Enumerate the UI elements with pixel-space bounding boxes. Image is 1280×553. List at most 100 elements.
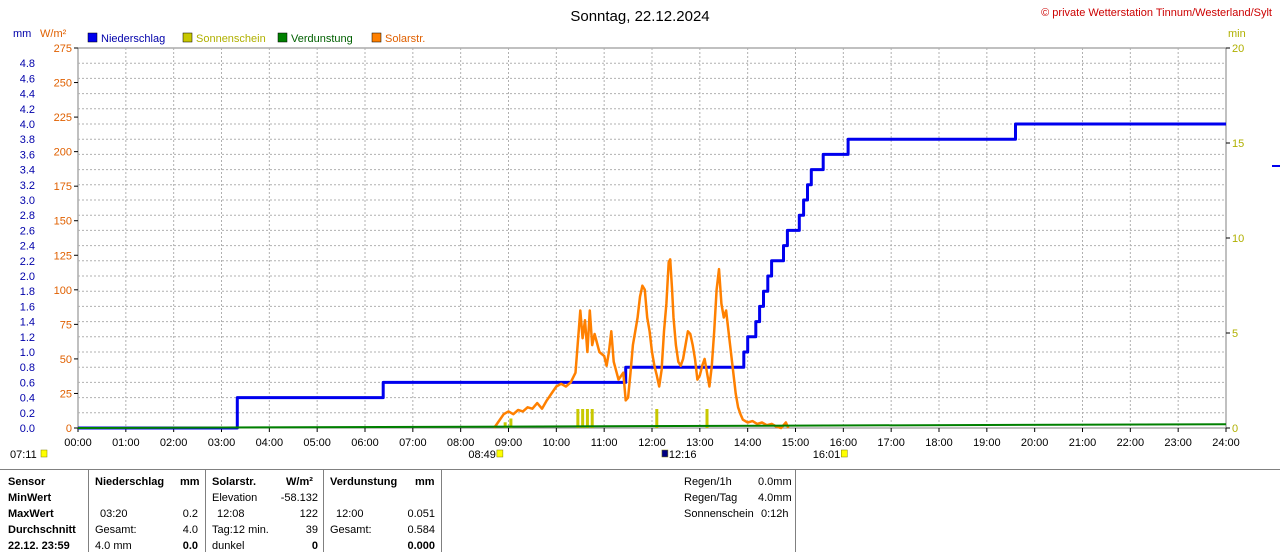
verdunstung-gesamt-label: Gesamt: [330,524,372,536]
credit-text: © private Wetterstation Tinnum/Westerlan… [1041,7,1272,19]
x-tick-label: 08:00 [447,437,475,449]
x-tick-label: 12:00 [638,437,666,449]
y-wm2-tick-label: 75 [60,319,72,331]
info-panel: Sensor MinWert MaxWert Durchschnitt 22.1… [0,469,1280,552]
x-tick-label: 03:00 [208,437,236,449]
sonnenschein-val: 0:12h [761,508,789,520]
x-tick-label: 16:00 [830,437,858,449]
y-min-tick-label: 5 [1232,328,1238,340]
x-tick-label: 24:00 [1212,437,1240,449]
niederschlag-last-val: 0.0 [182,540,198,552]
maxwert-label: MaxWert [8,508,54,520]
y-mm-tick-label: 0.4 [20,393,35,405]
legend-label: Sonnenschein [196,33,266,45]
minwert-label: MinWert [8,492,52,504]
x-tick-label: 21:00 [1069,437,1097,449]
niederschlag-max-val: 0.2 [182,508,198,520]
y-wm2-tick-label: 25 [60,388,72,400]
x-tick-label: 17:00 [877,437,905,449]
info-divider [441,469,442,552]
verdunstung-max-time: 12:00 [336,508,364,520]
legend-label: Verdunstung [291,33,353,45]
time-marker-label: 16:01 [813,449,841,461]
niederschlag-header: Niederschlag [95,476,165,488]
y-mm-tick-label: 3.6 [20,149,35,161]
verdunstung-gesamt-val: 0.584 [407,524,435,536]
solar-last-val: 0 [311,540,318,552]
info-divider [795,469,796,552]
y-mm-tick-label: 4.2 [20,104,35,116]
grid [77,47,1227,429]
y-mm-tick-label: 2.0 [20,271,35,283]
solar-header: Solarstr. [212,476,257,488]
niederschlag-line [78,122,1226,430]
sunshine-bars [503,409,709,428]
y-mm-tick-label: 0.6 [20,377,35,389]
verdunstung-last-val: 0.000 [407,540,435,552]
unit-min: min [1228,28,1246,40]
y-mm-tick-label: 4.0 [20,119,35,131]
x-tick-label: 18:00 [925,437,953,449]
niederschlag-last: 4.0 mm [95,540,132,552]
y-min-tick-label: 15 [1232,138,1244,150]
x-tick-label: 06:00 [351,437,379,449]
solar-max-time: 12:08 [217,508,245,520]
sunshine-bar [705,409,709,428]
y-mm-tick-label: 3.2 [20,180,35,192]
info-divider [88,469,89,552]
y-mm-tick-label: 0.2 [20,408,35,420]
sunshine-bar [503,422,507,428]
info-divider [323,469,324,552]
unit-mm: mm [13,28,31,40]
solar-unit: W/m² [286,476,313,488]
x-tick-label: 23:00 [1164,437,1192,449]
legend-label: Niederschlag [101,33,165,45]
y-wm2-tick-label: 50 [60,354,72,366]
legend-swatch [182,32,193,43]
y-mm-tick-label: 2.6 [20,225,35,237]
y-mm-tick-label: 2.8 [20,210,35,222]
x-tick-label: 02:00 [160,437,188,449]
y-mm-tick-label: 0.8 [20,362,35,374]
axes: 00:00 01:00 02:00 03:00 04:00 05:00 06:00 07:00… [20,43,1245,449]
y-mm-tick-label: 1.4 [20,317,35,329]
y-min-tick-label: 20 [1232,43,1244,55]
time-marker-label: 07:11 [10,449,37,461]
chart: Sonntag, 22.12.2024 © private Wetterstat… [10,7,1280,461]
time-marker-label: 12:16 [669,449,697,461]
verdunstung-max-val: 0.051 [407,508,435,520]
verdunstung-header: Verdunstung [330,476,398,488]
y-wm2-tick-label: 250 [54,78,72,90]
time-markers: 07:11 08:49 12:16 16:01 [10,449,848,461]
x-tick-label: 09:00 [495,437,523,449]
y-mm-tick-label: 4.8 [20,58,35,70]
x-tick-label: 15:00 [782,437,810,449]
regentag-val: 4.0mm [758,492,792,504]
y-mm-tick-label: 1.2 [20,332,35,344]
y-mm-tick-label: 1.6 [20,301,35,313]
y-min-tick-label: 10 [1232,233,1244,245]
time-marker-label: 08:49 [468,449,496,461]
time-marker [496,449,504,458]
y-mm-tick-label: 2.4 [20,241,35,253]
x-tick-label: 00:00 [64,437,92,449]
time-marker [841,449,848,458]
y-mm-tick-label: 2.2 [20,256,35,268]
durchschnitt-label: Durchschnitt [8,524,76,536]
solar-avg-val: 39 [305,524,318,536]
unit-wm2: W/m² [40,28,67,40]
niederschlag-gesamt-val: 4.0 [182,524,198,536]
x-tick-label: 11:00 [591,437,618,449]
niederschlag-max-time: 03:20 [100,508,128,520]
time-marker [40,449,48,458]
niederschlag-unit: mm [180,476,200,488]
x-tick-label: 01:00 [112,437,140,449]
solarstr-line [493,258,790,430]
solar-elev-label: Elevation [212,492,258,504]
y-min-tick-label: 0 [1232,423,1238,435]
sunshine-bar [585,409,589,428]
x-tick-label: 14:00 [734,437,762,449]
legend-swatch [371,32,382,43]
y-wm2-tick-label: 125 [54,250,72,262]
legend-swatch [277,32,288,43]
